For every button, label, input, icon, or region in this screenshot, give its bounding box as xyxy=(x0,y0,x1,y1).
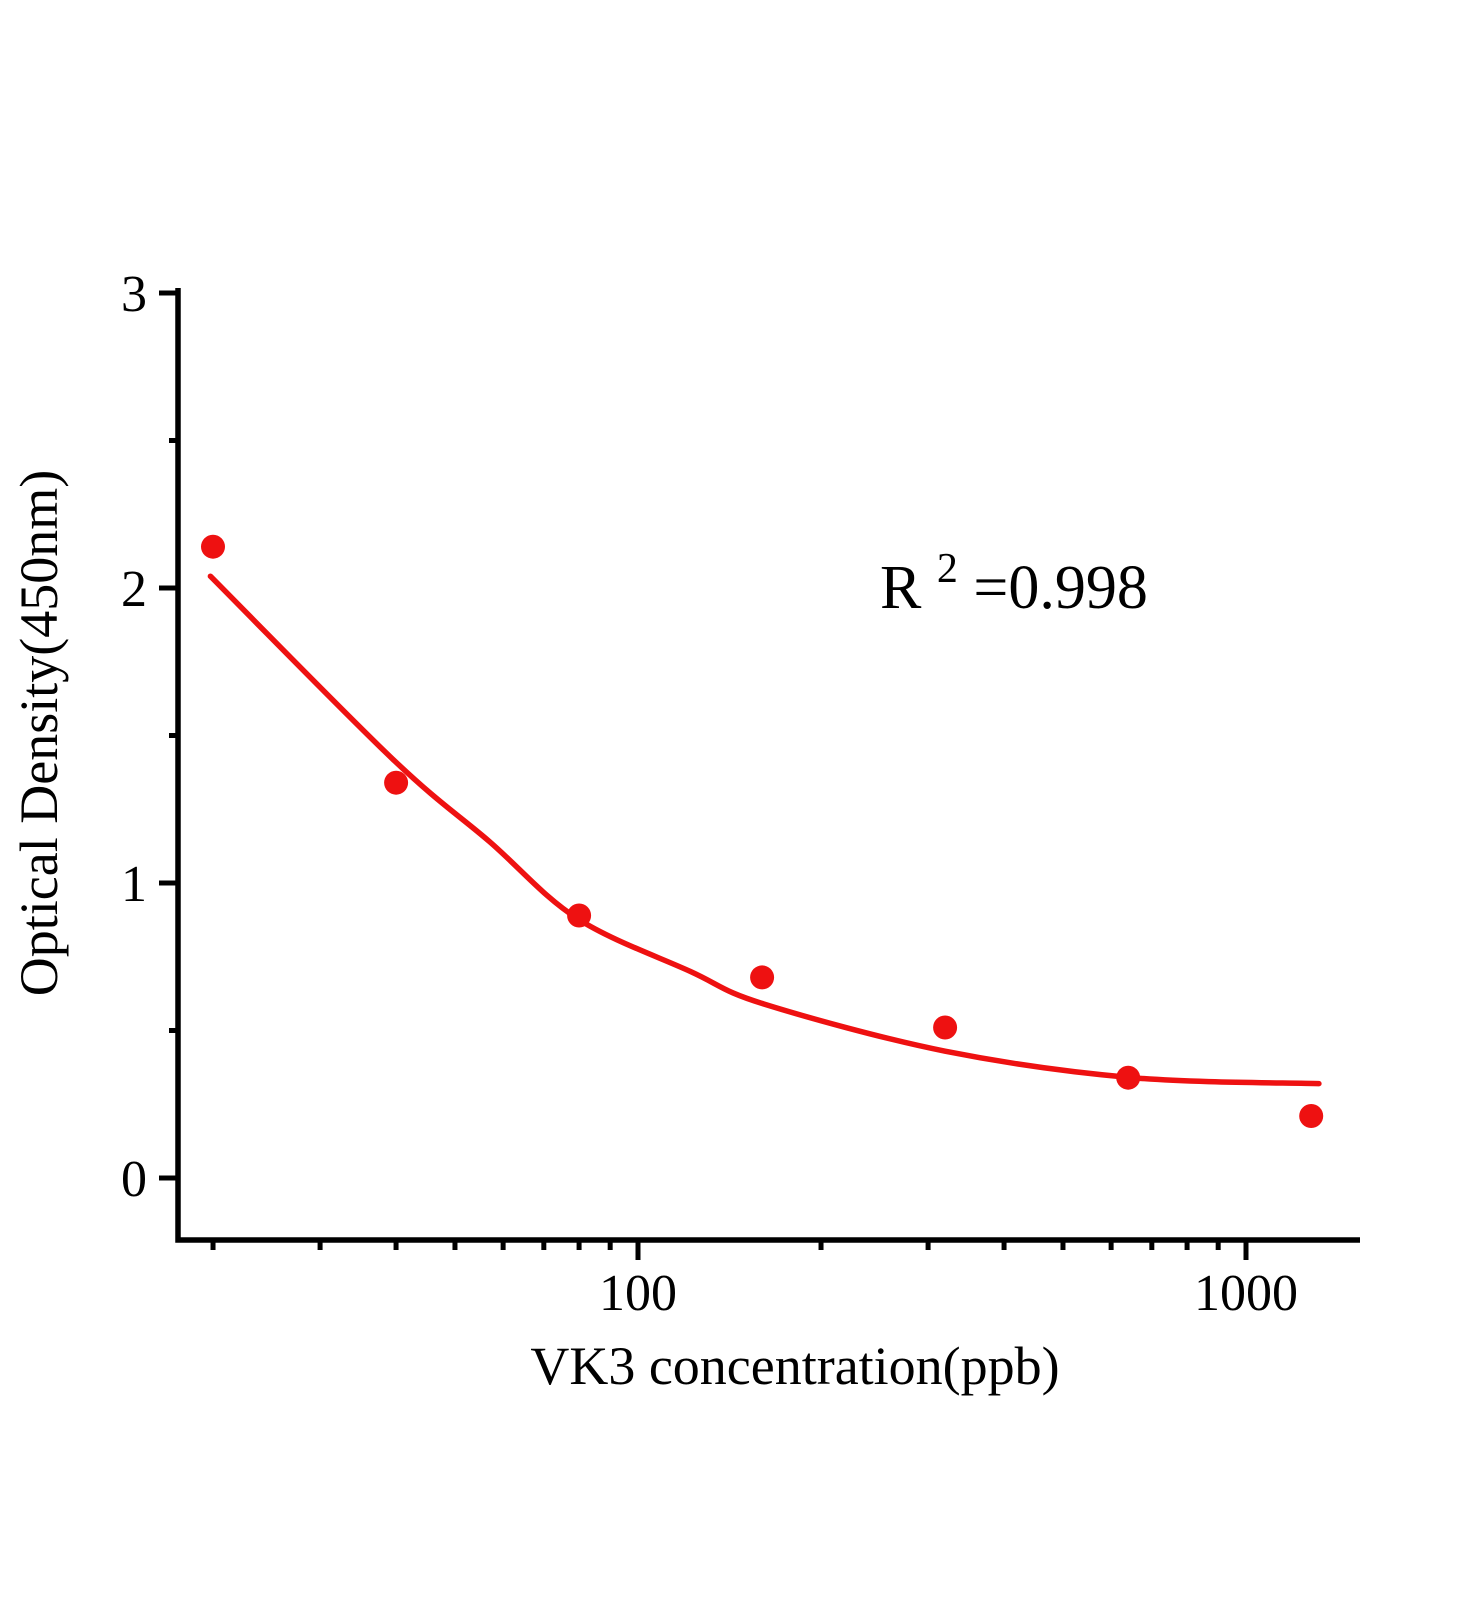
data-point xyxy=(567,903,592,928)
r-squared-base: R xyxy=(880,554,922,622)
axis-tick-labels: 0 1 2 3 100 1000 xyxy=(121,266,1298,1322)
y-tick-label: 2 xyxy=(121,561,147,618)
data-point xyxy=(384,770,409,795)
x-tick-label: 1000 xyxy=(1194,1265,1298,1322)
r-squared-superscript: 2 xyxy=(937,546,958,592)
axis-ticks xyxy=(159,290,1249,1260)
data-point xyxy=(750,965,775,990)
axis-lines xyxy=(175,288,1360,1243)
y-axis-title: Optical Density(450nm) xyxy=(9,470,69,996)
x-axis-title: VK3 concentration(ppb) xyxy=(530,1336,1059,1396)
r-squared-annotation: R 2 =0.998 xyxy=(880,528,1148,622)
x-tick-label: 100 xyxy=(599,1265,677,1322)
data-point xyxy=(1116,1065,1141,1090)
fit-curve xyxy=(207,573,1322,1087)
y-tick-label: 1 xyxy=(121,856,147,913)
data-points xyxy=(201,534,1324,1128)
data-point xyxy=(933,1015,958,1040)
data-point xyxy=(201,534,225,559)
y-tick-label: 3 xyxy=(121,266,147,323)
y-tick-label: 0 xyxy=(121,1151,147,1208)
r-squared-value: =0.998 xyxy=(973,554,1147,622)
data-point xyxy=(1299,1104,1324,1128)
